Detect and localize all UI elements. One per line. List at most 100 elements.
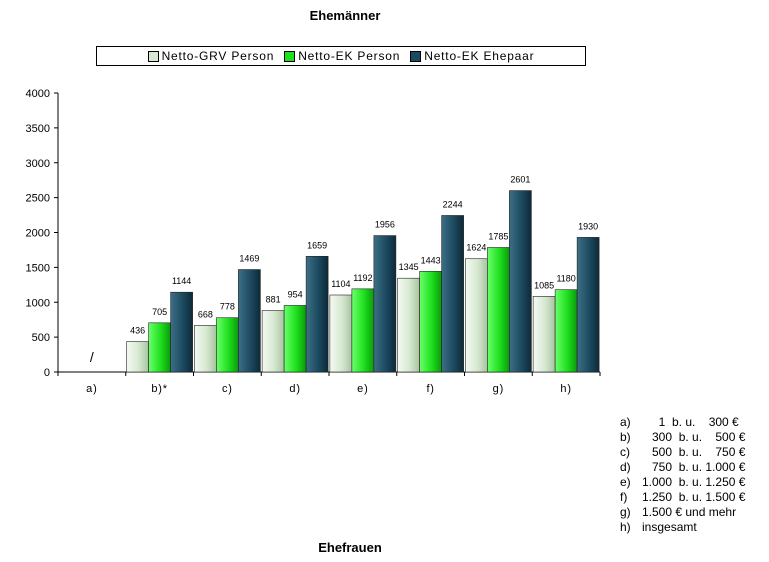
x-tick-label: e) xyxy=(357,383,368,395)
y-tick-label: 3500 xyxy=(26,123,50,135)
data-label: 2601 xyxy=(510,175,530,185)
y-tick-label: 3000 xyxy=(26,158,50,170)
legend-label-ek-person: Netto-EK Person xyxy=(298,49,401,63)
bar xyxy=(441,215,464,373)
note-row: g) 1.500 € und mehr xyxy=(620,505,745,520)
legend-item-ek-person: Netto-EK Person xyxy=(284,49,400,63)
note-text: 300 b. u. 500 € xyxy=(642,430,746,444)
annotation-label: / xyxy=(90,349,94,365)
note-row: e) 1.000 b. u. 1.250 € xyxy=(620,475,745,490)
x-tick-label: a) xyxy=(86,383,97,395)
x-tick-label: d) xyxy=(289,383,300,395)
data-label: 1785 xyxy=(488,231,508,241)
bar xyxy=(216,317,239,373)
chart-subtitle: Ehefrauen xyxy=(318,540,382,555)
legend-label-ek-ehepaar: Netto-EK Ehepaar xyxy=(424,49,535,63)
data-label: 1345 xyxy=(399,262,419,272)
bar xyxy=(532,296,556,373)
legend: Netto-GRV Person Netto-EK Person Netto-E… xyxy=(96,46,586,66)
bar xyxy=(283,305,307,373)
legend-swatch-ek-person xyxy=(284,50,296,62)
legend-item-ek-ehepaar: Netto-EK Ehepaar xyxy=(410,49,534,63)
legend-item-grv: Netto-GRV Person xyxy=(147,49,275,63)
note-text: 500 b. u. 750 € xyxy=(642,445,746,459)
note-row: h) insgesamt xyxy=(620,520,745,535)
y-tick-label: 0 xyxy=(44,367,50,379)
y-tick-label: 1500 xyxy=(26,262,50,274)
bar xyxy=(576,237,600,373)
data-label: 1930 xyxy=(578,221,598,231)
data-label: 881 xyxy=(266,295,281,305)
x-tick-label: h) xyxy=(560,383,571,395)
y-tick-label: 4000 xyxy=(26,88,50,100)
bar xyxy=(465,258,488,373)
y-tick-label: 2000 xyxy=(26,228,50,240)
note-text: 1.500 € und mehr xyxy=(642,505,737,519)
data-label: 1104 xyxy=(331,279,350,289)
bar xyxy=(373,235,397,373)
note-row: a) 1 b. u. 300 € xyxy=(620,415,745,430)
note-row: f) 1.250 b. u. 1.500 € xyxy=(620,490,745,505)
data-label: 1192 xyxy=(353,273,372,283)
data-label: 1180 xyxy=(556,274,575,284)
note-text: 1.250 b. u. 1.500 € xyxy=(642,490,746,504)
bar xyxy=(397,277,420,373)
bar xyxy=(238,269,261,373)
data-label: 954 xyxy=(288,289,303,299)
bar xyxy=(170,291,193,373)
data-label: 1443 xyxy=(421,255,441,265)
bar xyxy=(261,310,285,373)
note-key: g) xyxy=(620,505,631,519)
note-text: 1 b. u. 300 € xyxy=(642,415,739,429)
bar xyxy=(305,255,329,373)
note-row: c) 500 b. u. 750 € xyxy=(620,445,745,460)
note-row: d) 750 b. u. 1.000 € xyxy=(620,460,745,475)
data-label: 1144 xyxy=(172,276,191,286)
axes: 0 500 1000 1500 2000 2500 3000 3500 4000 a) b)* c) d… xyxy=(26,88,601,395)
note-key: a) xyxy=(620,415,631,429)
legend-swatch-grv xyxy=(147,50,159,62)
data-label: 668 xyxy=(198,309,213,319)
chart-title: Ehemänner xyxy=(309,8,381,23)
data-label: 1085 xyxy=(534,280,554,290)
x-tick-label: c) xyxy=(222,383,233,395)
note-key: e) xyxy=(620,475,631,489)
bar xyxy=(351,288,375,373)
legend-swatch-ek-ehepaar xyxy=(410,50,422,62)
x-tick-label: f) xyxy=(426,383,434,395)
bar xyxy=(509,190,532,373)
note-key: h) xyxy=(620,520,631,534)
note-key: d) xyxy=(620,460,631,474)
x-tick-label: g) xyxy=(493,383,504,395)
y-tick-label: 500 xyxy=(32,332,50,344)
note-key: b) xyxy=(620,430,631,444)
data-label: 1956 xyxy=(375,220,395,230)
note-row: b) 300 b. u. 500 € xyxy=(620,430,745,445)
y-tick-label: 1000 xyxy=(26,297,50,309)
note-key: f) xyxy=(620,490,628,504)
data-label: 1659 xyxy=(307,240,327,250)
x-tick-label: b)* xyxy=(151,383,167,395)
data-label: 1469 xyxy=(239,254,259,264)
data-label: 2244 xyxy=(443,199,463,209)
y-tick-label: 2500 xyxy=(26,193,50,205)
note-text: 1.000 b. u. 1.250 € xyxy=(642,475,746,489)
bar xyxy=(487,247,510,373)
bar xyxy=(419,271,442,373)
bar xyxy=(148,322,171,373)
data-label: 436 xyxy=(130,326,145,336)
bar xyxy=(194,325,217,373)
bars xyxy=(126,190,600,373)
note-text: insgesamt xyxy=(642,520,697,534)
data-label: 705 xyxy=(152,307,167,317)
data-label: 1624 xyxy=(466,243,486,253)
bar xyxy=(554,289,578,373)
bar xyxy=(329,294,353,373)
legend-label-grv: Netto-GRV Person xyxy=(161,49,275,63)
category-notes: a) 1 b. u. 300 € b) 300 b. u. 500 € c) 500… xyxy=(620,415,745,535)
data-label: 778 xyxy=(220,302,235,312)
bar xyxy=(126,341,149,373)
note-text: 750 b. u. 1.000 € xyxy=(642,460,746,474)
